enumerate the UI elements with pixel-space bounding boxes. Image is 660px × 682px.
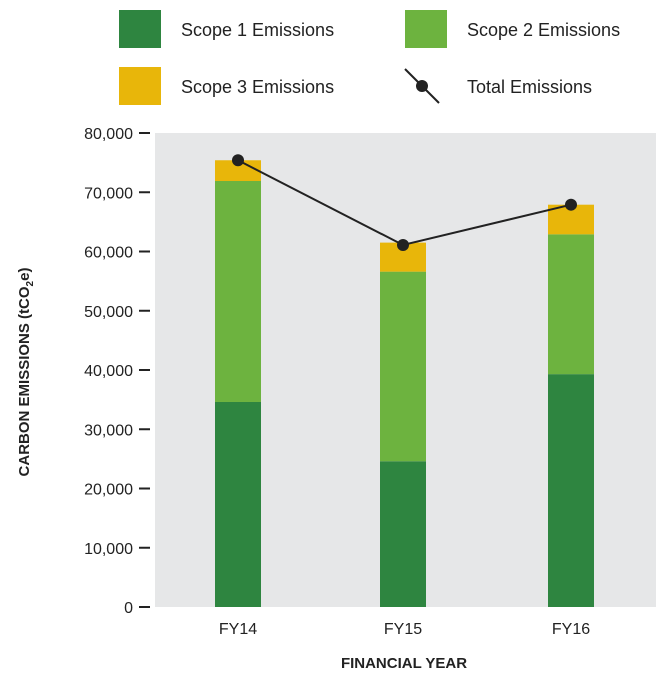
y-axis-title-end: ) [16,268,33,273]
legend-swatch-scope2 [405,10,447,48]
x-tick-label-fy16: FY16 [552,621,590,638]
y-axis-title-mid: e [16,273,33,281]
legend: Scope 1 Emissions Scope 2 Emissions Scope … [119,10,620,105]
bars-group [215,160,594,607]
y-tick-label-70000: 70,000 [84,185,133,202]
total-point-fy15 [397,238,409,251]
legend-label-scope1: Scope 1 Emissions [181,20,334,40]
y-tick-label-0: 0 [124,600,133,617]
y-tick-label-80000: 80,000 [84,126,133,143]
bar-fy14-scope1 [215,401,261,607]
bar-fy14-scope2 [215,180,261,402]
bar-fy16-scope2 [548,234,594,375]
legend-marker-total [416,80,428,92]
x-axis: FY14 FY15 FY16 [219,621,590,638]
x-axis-title: FINANCIAL YEAR [341,655,467,672]
y-tick-label-30000: 30,000 [84,422,133,439]
y-tick-label-50000: 50,000 [84,304,133,321]
bar-fy16-scope1 [548,374,594,607]
total-point-fy14 [232,154,244,167]
bar-fy15-scope1 [380,461,426,607]
x-tick-label-fy14: FY14 [219,621,257,638]
y-tick-label-40000: 40,000 [84,363,133,380]
bar-fy15-scope2 [380,271,426,462]
y-tick-label-60000: 60,000 [84,245,133,262]
legend-label-total: Total Emissions [467,77,592,97]
y-tick-label-20000: 20,000 [84,482,133,499]
legend-label-scope2: Scope 2 Emissions [467,20,620,40]
y-axis-title-subscript: 2 [25,280,36,286]
x-tick-label-fy15: FY15 [384,621,422,638]
y-axis: 0 10,000 20,000 30,000 40,000 50,000 60,000 70,… [84,126,150,617]
legend-label-scope3: Scope 3 Emissions [181,77,334,97]
total-point-fy16 [565,198,577,211]
y-axis-title: CARBON EMISSIONS (tCO2e) [16,268,36,477]
legend-swatch-scope3 [119,67,161,105]
total-line-group [232,154,577,251]
y-axis-title-main: CARBON EMISSIONS (tCO [16,286,33,476]
y-tick-label-10000: 10,000 [84,541,133,558]
legend-swatch-scope1 [119,10,161,48]
